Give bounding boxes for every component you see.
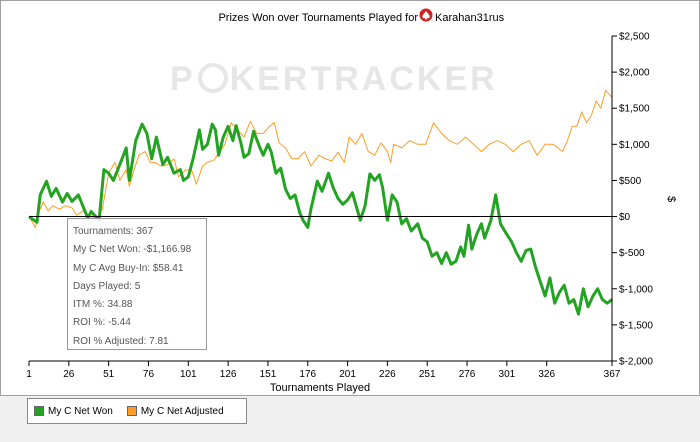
y-tick-label: $-1,000 bbox=[619, 284, 653, 295]
legend-swatch-net-won bbox=[34, 406, 44, 416]
x-axis-label: Tournaments Played bbox=[270, 382, 370, 394]
stat-tournaments: Tournaments: 367 bbox=[73, 226, 154, 237]
stat-days-played: Days Played: 5 bbox=[73, 280, 141, 292]
legend-label-net-won: My C Net Won bbox=[48, 405, 113, 417]
y-tick-label: $500 bbox=[619, 176, 642, 187]
series-line-net-won bbox=[28, 122, 613, 316]
y-tick-label: $2,500 bbox=[619, 32, 650, 43]
x-tick-label: 201 bbox=[339, 369, 356, 380]
x-tick-label: 126 bbox=[220, 369, 237, 380]
series-line-net-adjusted bbox=[28, 89, 613, 228]
legend-swatch-net-adjusted bbox=[126, 406, 137, 416]
x-tick-label: 176 bbox=[299, 369, 316, 380]
legend-label-net-adjusted: My C Net Adjusted bbox=[140, 405, 224, 417]
stats-tooltip: Tournaments: 367 My C Net Won: -$1,166.9… bbox=[67, 218, 207, 350]
y-tick-label: $0 bbox=[619, 212, 631, 223]
x-tick-label: 226 bbox=[379, 369, 396, 380]
x-tick-label: 101 bbox=[180, 369, 197, 380]
x-tick-label: 301 bbox=[499, 369, 516, 380]
y-tick-label: $1,000 bbox=[619, 140, 650, 151]
x-tick-label: 251 bbox=[419, 369, 436, 380]
y-tick-label: $-500 bbox=[619, 248, 645, 259]
x-tick-label: 276 bbox=[459, 369, 476, 380]
x-tick-label: 51 bbox=[103, 369, 115, 380]
y-tick-label: $-1,500 bbox=[619, 320, 653, 331]
stat-avg-buy-in: My C Avg Buy-In: $58.41 bbox=[73, 262, 184, 274]
x-tick-label: 326 bbox=[538, 369, 555, 380]
stat-itm: ITM %: 34.88 bbox=[73, 299, 133, 311]
x-tick-label: 26 bbox=[63, 369, 75, 380]
legend-item-net-won[interactable]: My C Net Won bbox=[34, 406, 113, 417]
legend-item-net-adjusted[interactable]: My C Net Adjusted bbox=[126, 405, 224, 417]
y-tick-label: $2,000 bbox=[619, 68, 650, 79]
stat-net-won: My C Net Won: -$1,166.98 bbox=[73, 244, 192, 256]
chart-title-group: Prizes Won over Tournaments Played for K… bbox=[218, 8, 505, 24]
x-tick-label: 76 bbox=[143, 369, 155, 380]
stat-roi: ROI %: -5.44 bbox=[73, 317, 131, 329]
x-tick-label: 1 bbox=[26, 369, 32, 380]
player-name: Karahan31rus bbox=[435, 12, 505, 24]
chart-legend: My C Net Won My C Net Adjusted bbox=[27, 398, 247, 424]
x-tick-label: 151 bbox=[260, 369, 277, 380]
y-tick-label: $1,500 bbox=[619, 104, 650, 115]
chart-title: Prizes Won over Tournaments Played for bbox=[218, 12, 418, 24]
y-axis-label: $ bbox=[665, 196, 677, 202]
spade-icon bbox=[419, 8, 433, 22]
y-tick-label: $-2,000 bbox=[619, 357, 653, 368]
x-tick-label: 367 bbox=[604, 369, 621, 380]
stat-roi-adjusted: ROI % Adjusted: 7.81 bbox=[73, 335, 169, 347]
